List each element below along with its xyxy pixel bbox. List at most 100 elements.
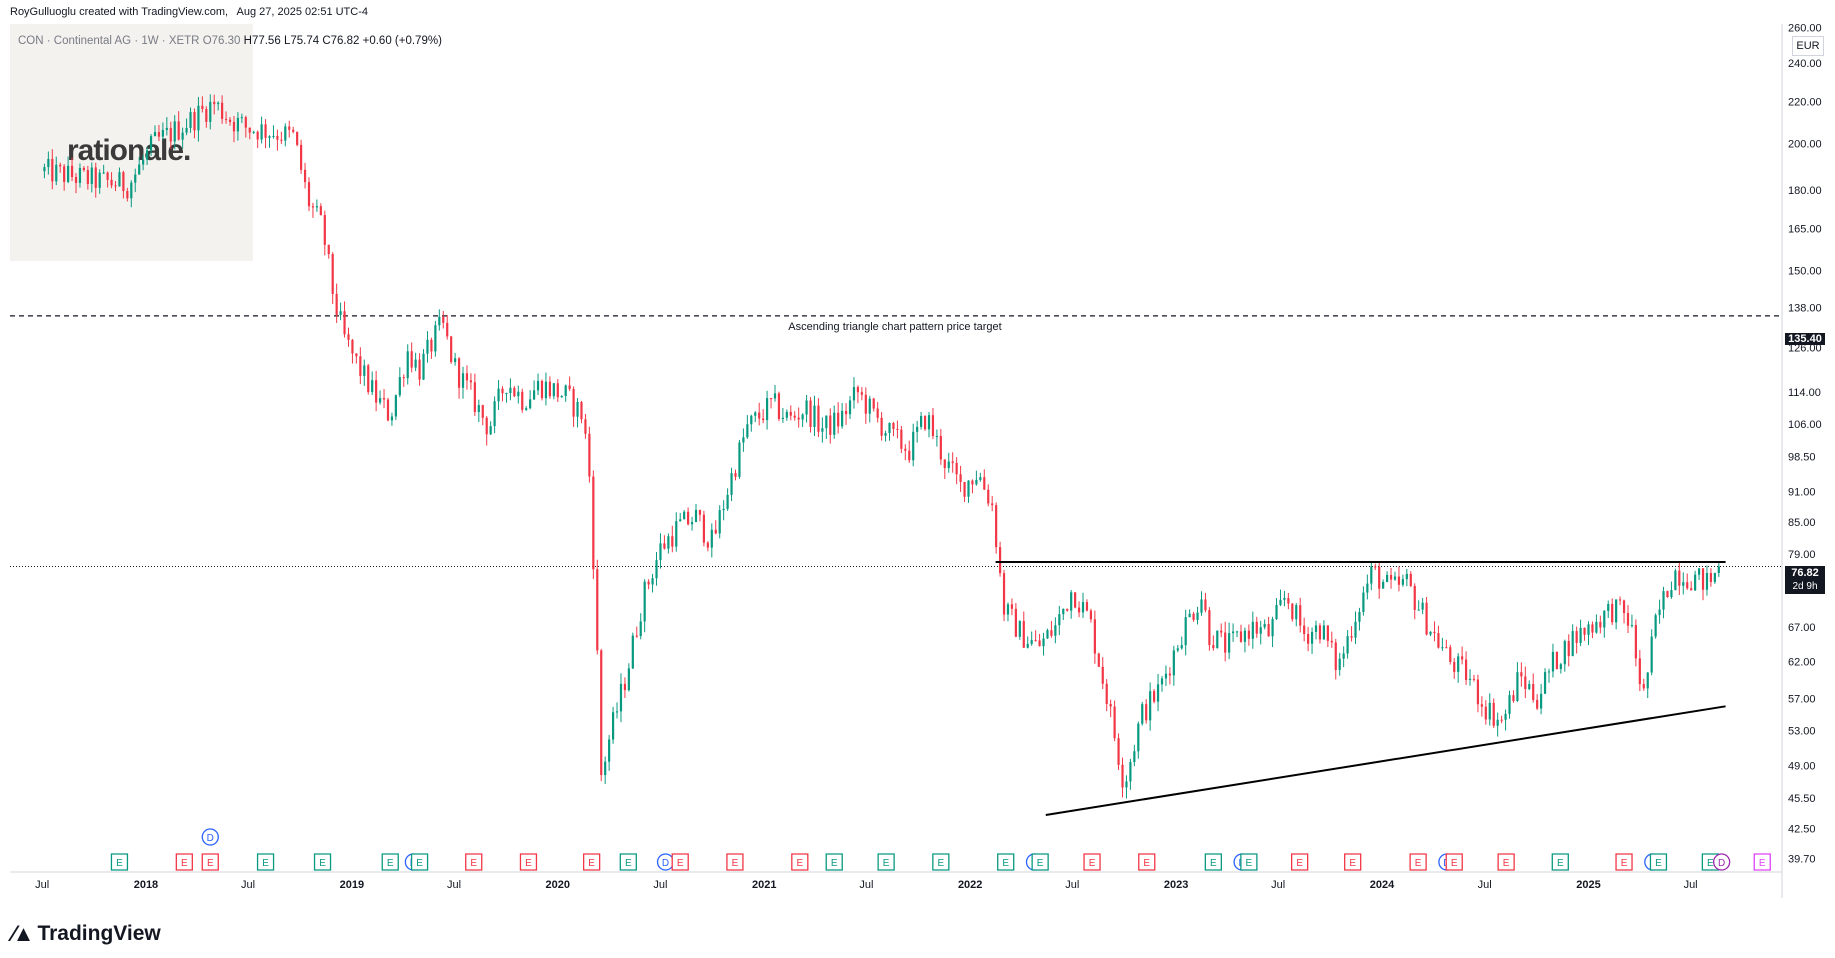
candle-body	[864, 394, 867, 414]
candle-body	[260, 124, 263, 140]
candle-body	[939, 436, 942, 460]
candle-body	[750, 415, 753, 425]
candle-body	[1528, 684, 1531, 690]
candle-body	[1133, 751, 1136, 763]
candle-body	[1717, 566, 1720, 573]
candle-body	[904, 448, 907, 451]
candle-body	[619, 683, 623, 712]
candle-body	[1441, 647, 1444, 649]
y-tick-label: 200.00	[1788, 138, 1822, 150]
candle-body	[600, 650, 603, 776]
candle-body	[1603, 610, 1606, 628]
candle-body	[1224, 632, 1227, 653]
candle-body	[675, 521, 678, 547]
candle-body	[548, 381, 551, 397]
candle-body	[130, 182, 133, 199]
candle-body	[726, 494, 729, 509]
earnings-icon-label: E	[588, 858, 595, 869]
candle-body	[1587, 624, 1590, 635]
candle-body	[489, 426, 492, 435]
candle-body	[118, 172, 121, 187]
candle-body	[1354, 621, 1357, 638]
candle-body	[525, 408, 528, 410]
earnings-icon-label: E	[1089, 858, 1096, 869]
candle-body	[1512, 695, 1515, 702]
candle-body	[1409, 573, 1412, 586]
earnings-icon	[519, 853, 538, 871]
candle-body	[773, 393, 777, 399]
currency-selector[interactable]: EUR	[1792, 36, 1824, 56]
candle-body	[908, 450, 911, 461]
candle-body	[438, 316, 441, 326]
candle-body	[106, 172, 109, 180]
candle-body	[1437, 633, 1440, 648]
candle-body	[205, 109, 208, 122]
candle-body	[1295, 605, 1298, 620]
candle-body	[1062, 608, 1065, 615]
candle-body	[1374, 566, 1377, 568]
candle-body	[272, 135, 275, 137]
candle-body	[1220, 630, 1223, 633]
candle-body	[145, 150, 149, 160]
candle-body	[754, 412, 757, 416]
candle-body	[742, 437, 745, 443]
candle-body	[398, 377, 401, 396]
candle-body	[371, 380, 374, 393]
candle-body	[979, 477, 982, 480]
candle-body	[900, 429, 903, 449]
candle-body	[1093, 619, 1096, 654]
candle-body	[1650, 636, 1653, 673]
candle-body	[351, 339, 354, 354]
candle-body	[1255, 621, 1258, 634]
candle-body	[872, 398, 875, 409]
x-tick-label: Jul	[1684, 879, 1698, 891]
candle-body	[1559, 664, 1562, 669]
candle-body	[627, 668, 630, 691]
candle-body	[1382, 581, 1385, 589]
candle-body	[1200, 599, 1203, 613]
candle-body	[1350, 636, 1353, 638]
candle-body	[1212, 645, 1215, 649]
earnings-icon-label: E	[1759, 858, 1766, 869]
y-tick-label: 39.70	[1788, 853, 1816, 865]
symbol-info[interactable]: CON · Continental AG · 1W · XETR O76.30 …	[18, 35, 442, 47]
candle-body	[1366, 583, 1369, 593]
earnings-icon	[110, 853, 129, 871]
earnings-icon	[175, 853, 193, 871]
candle-body	[971, 480, 974, 485]
earnings-icon	[671, 853, 689, 871]
candle-body	[540, 380, 544, 399]
candle-body	[1030, 640, 1033, 644]
candle-body	[1405, 573, 1408, 580]
candle-body	[615, 711, 619, 713]
candle-body	[1504, 713, 1507, 720]
candle-body	[1658, 609, 1661, 616]
candle-body	[532, 390, 536, 400]
candle-body	[181, 132, 184, 140]
candle-body	[1231, 631, 1235, 634]
candle-body	[1152, 691, 1156, 702]
candle-body	[165, 127, 168, 130]
candle-body	[236, 117, 240, 132]
candle-body	[1050, 630, 1053, 636]
candle-body	[995, 505, 998, 548]
candle-body	[1476, 679, 1480, 705]
candle-body	[434, 325, 437, 352]
candle-body	[307, 182, 311, 207]
candle-body	[1287, 598, 1290, 604]
candle-body	[1168, 673, 1171, 676]
support-trendline	[1045, 705, 1726, 816]
candle-body	[1607, 604, 1610, 611]
candle-body	[967, 480, 970, 497]
candle-body	[529, 399, 532, 409]
candle-body	[375, 380, 378, 403]
candle-body	[1141, 704, 1144, 724]
candle-body	[841, 410, 844, 427]
candle-body	[1303, 625, 1306, 634]
candle-body	[1709, 573, 1713, 582]
candle-body	[714, 529, 717, 534]
earnings-icon-label: E	[1210, 858, 1217, 869]
candle-body	[1058, 614, 1061, 626]
tradingview-logo[interactable]: ⁄▲ TradingView	[12, 921, 161, 947]
